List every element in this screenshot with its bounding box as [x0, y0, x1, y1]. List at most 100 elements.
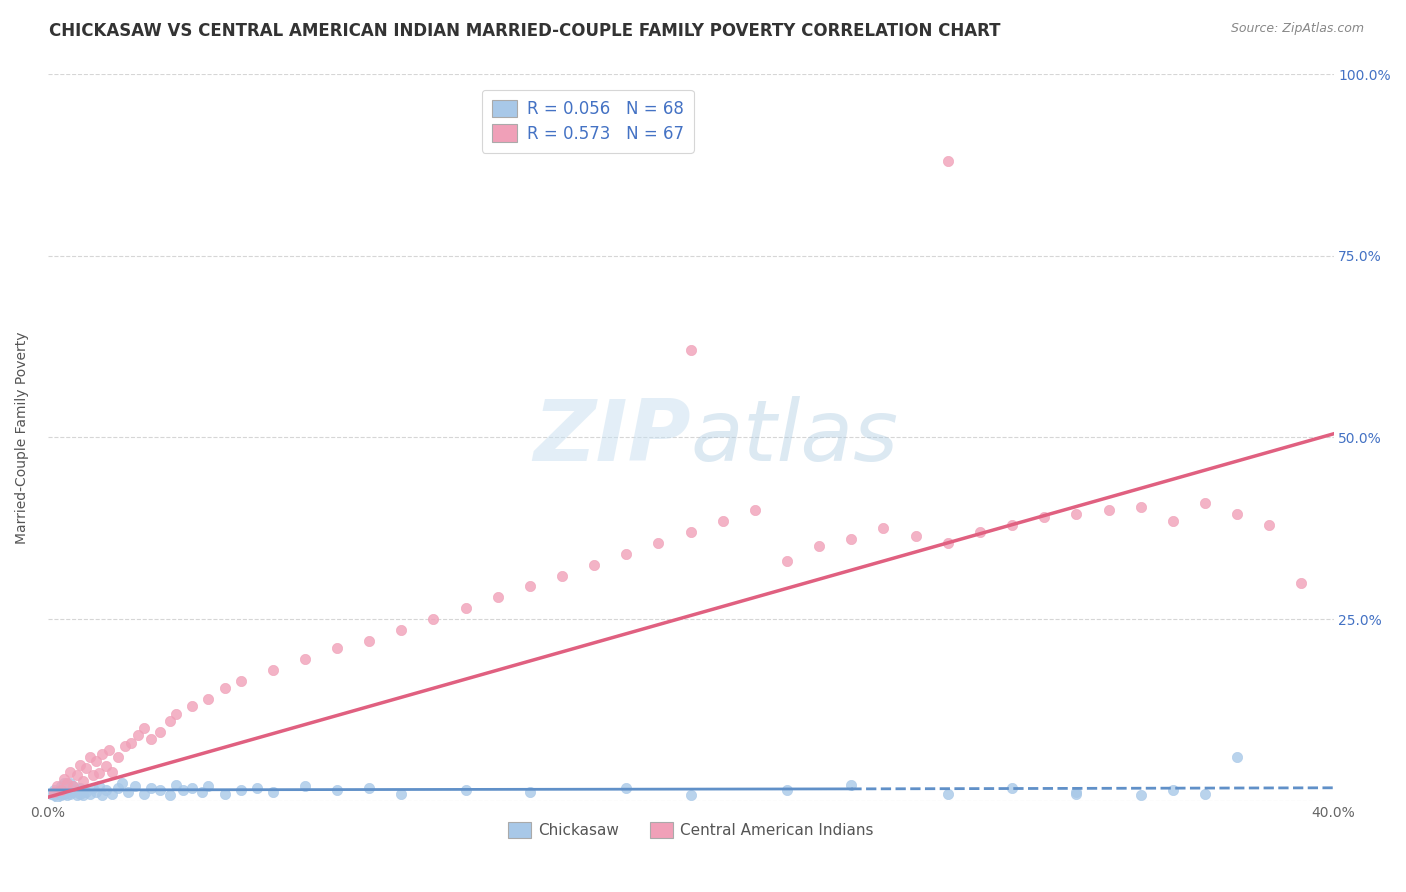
Point: [66, 768, 89, 782]
Point: [44, 788, 66, 802]
Point: [134, 721, 156, 735]
Point: [89, 780, 111, 794]
Point: [776, 783, 799, 797]
Point: [191, 785, 214, 799]
Point: [69, 780, 91, 795]
Point: [808, 540, 831, 554]
Text: ZIP: ZIP: [533, 396, 690, 479]
Point: [1066, 507, 1088, 521]
Text: Source: ZipAtlas.com: Source: ZipAtlas.com: [1230, 22, 1364, 36]
Point: [679, 524, 702, 539]
Point: [82, 780, 104, 795]
Point: [326, 641, 349, 656]
Point: [1001, 517, 1024, 532]
Point: [1194, 787, 1216, 801]
Point: [49, 788, 72, 802]
Point: [49, 780, 72, 794]
Point: [359, 780, 381, 795]
Point: [229, 783, 252, 797]
Point: [389, 623, 412, 637]
Point: [75, 785, 97, 799]
Point: [72, 783, 94, 797]
Point: [165, 706, 187, 721]
Point: [841, 778, 863, 792]
Point: [969, 524, 991, 539]
Point: [97, 743, 120, 757]
Point: [75, 761, 97, 775]
Point: [776, 554, 799, 568]
Point: [49, 783, 72, 797]
Point: [59, 780, 82, 795]
Point: [519, 785, 541, 799]
Point: [936, 536, 959, 550]
Point: [44, 783, 66, 797]
Point: [69, 757, 91, 772]
Point: [94, 783, 117, 797]
Point: [614, 780, 637, 795]
Point: [262, 785, 284, 799]
Point: [486, 591, 509, 605]
Point: [66, 788, 89, 802]
Point: [1161, 783, 1184, 797]
Point: [46, 780, 69, 794]
Point: [181, 780, 204, 795]
Point: [62, 780, 84, 794]
Point: [94, 759, 117, 773]
Point: [1291, 575, 1313, 590]
Point: [111, 775, 134, 789]
Point: [49, 783, 72, 797]
Point: [52, 772, 75, 786]
Point: [82, 768, 104, 782]
Point: [262, 663, 284, 677]
Point: [165, 778, 187, 792]
Point: [117, 785, 139, 799]
Point: [56, 788, 79, 802]
Point: [159, 714, 181, 728]
Point: [454, 783, 477, 797]
Point: [56, 775, 79, 789]
Point: [59, 787, 82, 801]
Point: [197, 692, 219, 706]
Point: [326, 783, 349, 797]
Point: [246, 780, 269, 795]
Point: [46, 790, 69, 805]
Point: [904, 528, 927, 542]
Text: CHICKASAW VS CENTRAL AMERICAN INDIAN MARRIED-COUPLE FAMILY POVERTY CORRELATION C: CHICKASAW VS CENTRAL AMERICAN INDIAN MAR…: [49, 22, 1001, 40]
Text: atlas: atlas: [690, 396, 898, 479]
Point: [91, 788, 114, 802]
Point: [1226, 750, 1249, 764]
Point: [181, 699, 204, 714]
Point: [107, 750, 129, 764]
Point: [679, 343, 702, 358]
Y-axis label: Married-Couple Family Poverty: Married-Couple Family Poverty: [15, 331, 30, 544]
Point: [422, 612, 444, 626]
Point: [139, 780, 162, 795]
Point: [551, 568, 574, 582]
Point: [1129, 788, 1152, 802]
Point: [1226, 507, 1249, 521]
Point: [1129, 500, 1152, 514]
Point: [69, 787, 91, 801]
Legend: Chickasaw, Central American Indians: Chickasaw, Central American Indians: [502, 816, 880, 844]
Point: [114, 739, 136, 754]
Point: [62, 785, 84, 799]
Point: [84, 785, 107, 799]
Point: [89, 766, 111, 780]
Point: [197, 780, 219, 794]
Point: [149, 783, 172, 797]
Point: [56, 778, 79, 792]
Point: [107, 780, 129, 795]
Point: [52, 787, 75, 801]
Point: [44, 785, 66, 799]
Point: [214, 787, 236, 801]
Point: [936, 787, 959, 801]
Point: [72, 773, 94, 788]
Point: [1258, 517, 1281, 532]
Point: [294, 652, 316, 666]
Point: [101, 764, 124, 779]
Point: [79, 750, 101, 764]
Point: [294, 780, 316, 794]
Point: [56, 783, 79, 797]
Point: [1001, 780, 1024, 795]
Point: [679, 788, 702, 802]
